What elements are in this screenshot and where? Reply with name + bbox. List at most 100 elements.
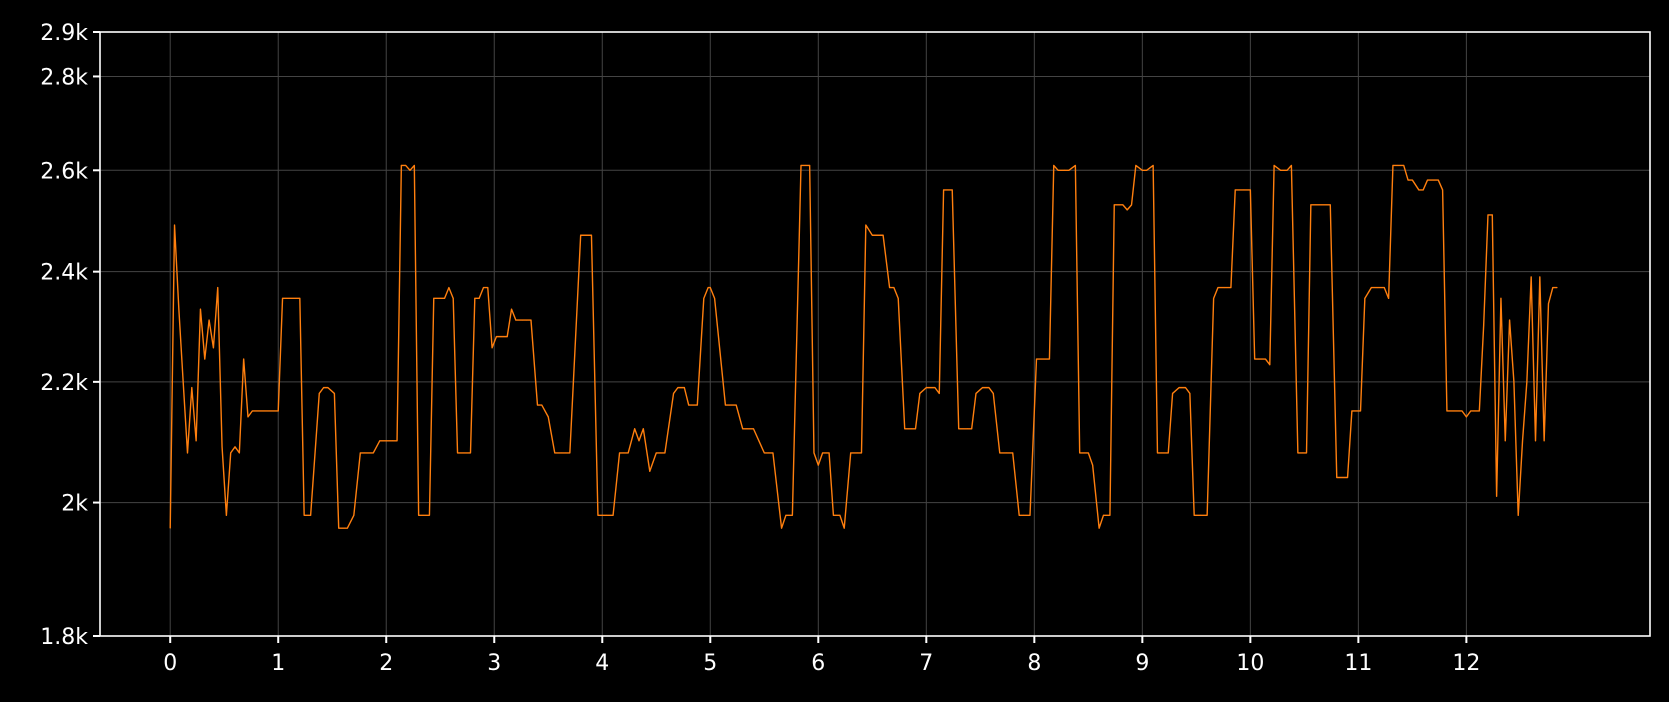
data-point xyxy=(303,514,305,516)
data-point xyxy=(1118,204,1120,206)
data-point xyxy=(208,319,210,321)
x-tick-label: 10 xyxy=(1236,651,1264,676)
data-point xyxy=(1074,164,1076,166)
data-point xyxy=(1012,452,1014,454)
data-point xyxy=(400,164,402,166)
axis-ticks xyxy=(93,31,1468,643)
x-tick-label: 11 xyxy=(1344,651,1372,676)
data-point xyxy=(1234,189,1236,191)
data-point xyxy=(692,404,694,406)
y-tick-label: 2.8k xyxy=(40,65,88,90)
data-point xyxy=(925,387,927,389)
data-point xyxy=(664,452,666,454)
data-point xyxy=(346,527,348,529)
data-point xyxy=(1496,495,1498,497)
data-point xyxy=(1351,410,1353,412)
data-point xyxy=(1189,392,1191,394)
data-point xyxy=(342,527,344,529)
data-point xyxy=(230,452,232,454)
data-point xyxy=(474,297,476,299)
data-point xyxy=(487,287,489,289)
data-point xyxy=(828,452,830,454)
data-point xyxy=(623,452,625,454)
data-point xyxy=(763,452,765,454)
data-point xyxy=(169,527,171,529)
data-point xyxy=(359,452,361,454)
data-point xyxy=(817,464,819,466)
data-point xyxy=(554,452,556,454)
data-point xyxy=(958,428,960,430)
data-point xyxy=(1286,169,1288,171)
data-point xyxy=(791,514,793,516)
data-point xyxy=(709,287,711,289)
data-point xyxy=(943,189,945,191)
data-point xyxy=(277,410,279,412)
data-point xyxy=(372,452,374,454)
data-point xyxy=(822,452,824,454)
data-point xyxy=(186,452,188,454)
y-tick-label: 2.4k xyxy=(40,261,88,286)
data-point xyxy=(642,428,644,430)
data-point xyxy=(1422,189,1424,191)
data-point xyxy=(781,527,783,529)
data-point xyxy=(282,297,284,299)
data-point xyxy=(379,440,381,442)
data-point xyxy=(601,514,603,516)
data-point xyxy=(1539,276,1541,278)
x-tick-label: 2 xyxy=(379,651,393,676)
data-point xyxy=(238,452,240,454)
data-point xyxy=(930,387,932,389)
data-point xyxy=(655,452,657,454)
data-point xyxy=(463,452,465,454)
data-point xyxy=(580,234,582,236)
data-point xyxy=(1517,514,1519,516)
x-tick-label: 1 xyxy=(271,651,285,676)
data-point xyxy=(1407,179,1409,181)
data-point xyxy=(832,514,834,516)
data-point xyxy=(541,404,543,406)
data-point xyxy=(243,358,245,360)
series-series xyxy=(169,164,1558,529)
data-point xyxy=(256,410,258,412)
data-point xyxy=(813,452,815,454)
data-point xyxy=(452,297,454,299)
data-point xyxy=(1092,464,1094,466)
data-point xyxy=(1167,452,1169,454)
x-tick-label: 6 xyxy=(811,651,825,676)
data-point xyxy=(1280,169,1282,171)
data-point xyxy=(1243,189,1245,191)
data-point xyxy=(1522,440,1524,442)
data-point xyxy=(418,514,420,516)
data-point xyxy=(1152,164,1154,166)
data-point xyxy=(310,514,312,516)
data-point xyxy=(1392,164,1394,166)
data-point xyxy=(1172,392,1174,394)
data-point xyxy=(1450,410,1452,412)
data-point xyxy=(1474,410,1476,412)
y-tick-label: 2k xyxy=(61,492,88,517)
data-point xyxy=(1273,164,1275,166)
data-point xyxy=(225,514,227,516)
data-point xyxy=(1483,325,1485,327)
data-point xyxy=(217,287,219,289)
data-point xyxy=(327,387,329,389)
data-point xyxy=(422,514,424,516)
data-point xyxy=(915,428,917,430)
data-point xyxy=(1383,287,1385,289)
data-point xyxy=(975,392,977,394)
data-point xyxy=(1131,204,1133,206)
data-point xyxy=(934,387,936,389)
data-point xyxy=(1446,410,1448,412)
series-group xyxy=(169,164,1558,529)
data-point xyxy=(247,416,249,418)
y-tick-label: 1.8k xyxy=(40,625,88,650)
data-point xyxy=(703,297,705,299)
data-point xyxy=(1370,287,1372,289)
data-point xyxy=(1057,169,1059,171)
data-point xyxy=(988,387,990,389)
data-point xyxy=(951,189,953,191)
data-point xyxy=(511,308,513,310)
data-point xyxy=(1018,514,1020,516)
data-point xyxy=(1083,452,1085,454)
data-point xyxy=(565,452,567,454)
